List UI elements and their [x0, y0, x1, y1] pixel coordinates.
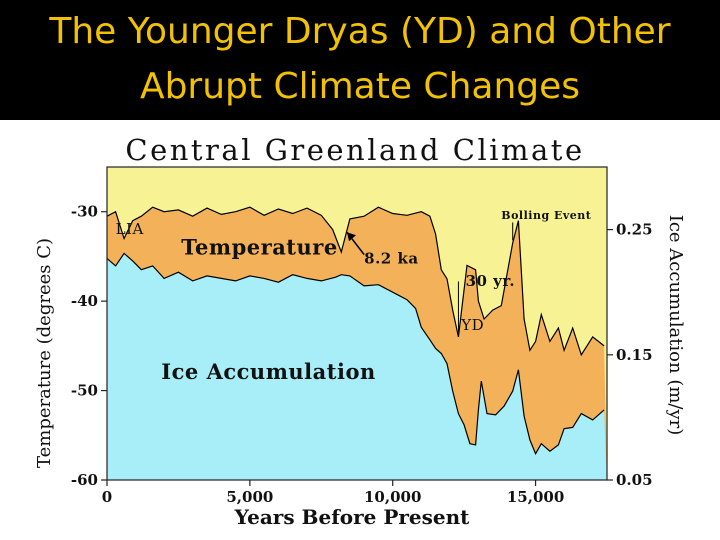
y2-axis-ticks: 0.25 0.15 0.05: [607, 221, 653, 489]
y-tick-label: -60: [71, 471, 98, 489]
y-tick-label: -30: [71, 203, 98, 221]
y-tick-label: -50: [71, 382, 98, 400]
annotation-label: LIA: [116, 220, 144, 238]
annotation-label: 8.2 ka: [364, 250, 418, 268]
x-axis-ticks: 0 5,000 10,000 15,000: [102, 480, 564, 506]
x-tick-label: 10,000: [364, 488, 421, 506]
y2-tick-label: 0.05: [616, 471, 653, 489]
y-axis-ticks: -30 -40 -50 -60: [71, 203, 107, 489]
chart-title: Central Greenland Climate: [125, 133, 584, 167]
x-axis-label: Years Before Present: [234, 505, 471, 529]
y2-tick-label: 0.15: [616, 346, 653, 364]
annotation-label: YD: [460, 316, 484, 334]
x-tick-label: 0: [102, 488, 112, 506]
y2-tick-label: 0.25: [616, 221, 653, 239]
annotation-layer: LIA Temperature 8.2 ka Bolling Event 30 yr. Y…: [116, 209, 592, 384]
annotation-label: Temperature: [181, 235, 337, 260]
slide-title-line-1: The Younger Dryas (YD) and Other: [49, 11, 671, 52]
central-greenland-climate-chart: Central Greenland Climate LIA Temperature…: [34, 133, 686, 529]
plot-border: [106, 166, 608, 481]
temperature-series-line: [106, 206, 605, 357]
plot-area: [106, 166, 608, 481]
annotation-label: Ice Accumulation: [161, 359, 375, 384]
slide-title-line-2: Abrupt Climate Changes: [139, 66, 581, 107]
ice-accumulation-series-line: [106, 252, 605, 456]
slide-header: The Younger Dryas (YD) and Other Abrupt …: [0, 0, 720, 120]
annotation-arrowhead-8-2-ka: [347, 232, 356, 242]
ice-accumulation-area: [107, 253, 607, 480]
x-tick-label: 15,000: [507, 488, 564, 506]
y-axis-label: Temperature (degrees C): [34, 238, 55, 468]
y-tick-label: -40: [71, 292, 98, 310]
annotation-label: Bolling Event: [501, 209, 591, 222]
annotation-label: 30 yr.: [466, 272, 516, 290]
x-tick-label: 5,000: [226, 488, 273, 506]
y2-axis-label: Ice Accumulation (m/yr): [665, 215, 686, 436]
